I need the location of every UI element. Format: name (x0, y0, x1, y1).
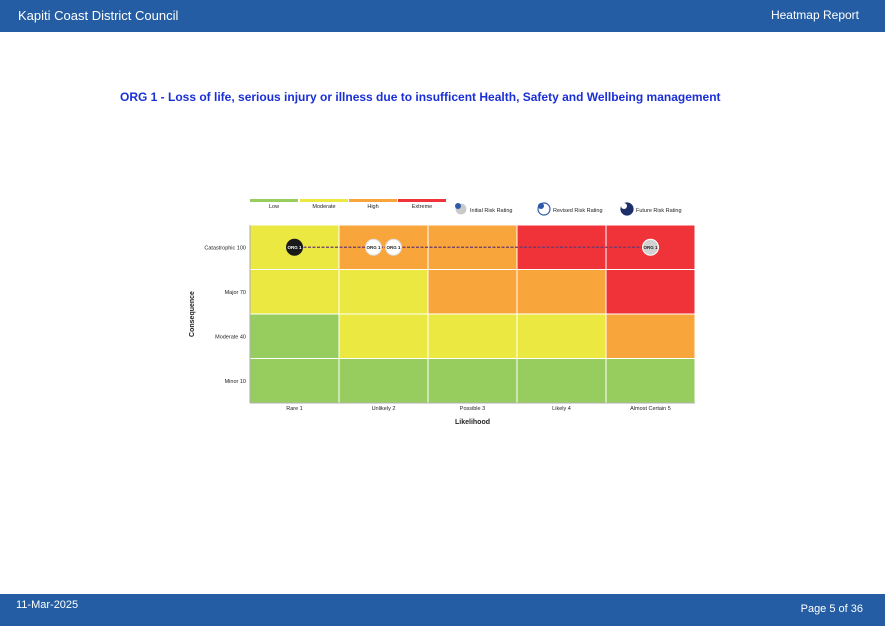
legend-marker-label: Initial Risk Rating (470, 208, 513, 214)
y-tick-label: Minor 10 (225, 379, 246, 385)
x-tick-label: Almost Certain 5 (630, 406, 671, 412)
risk-marker-revised (365, 238, 382, 256)
heatmap-cell (516, 313, 607, 359)
y-tick-label: Major 70 (225, 290, 246, 296)
check-badge-icon (621, 203, 627, 209)
heatmap-cell (516, 358, 607, 404)
heatmap-cell (516, 269, 607, 315)
legend-level-label: Moderate (312, 204, 335, 210)
organization-name: Kapiti Coast District Council (18, 8, 179, 23)
check-badge-icon (455, 203, 461, 209)
legend-level-label: Low (269, 204, 279, 210)
legend-marker-label: Revised Risk Rating (553, 208, 603, 214)
y-tick-label: Catastrophic 100 (204, 245, 246, 251)
heatmap-cell (338, 224, 429, 270)
heatmap-cell (605, 269, 696, 315)
risk-title: ORG 1 - Loss of life, serious injury or … (120, 90, 721, 104)
risk-marker-future (286, 238, 303, 256)
heatmap-cell (605, 358, 696, 404)
page-header: Kapiti Coast District Council Heatmap Re… (0, 0, 885, 32)
heatmap-cell (338, 313, 429, 359)
legend-level-label: High (367, 204, 378, 210)
x-tick-label: Possible 3 (460, 406, 485, 412)
y-axis-title: Consequence (189, 291, 196, 337)
risk-marker-label: ORG 1 (386, 245, 401, 250)
heatmap-cell (427, 358, 518, 404)
heatmap-cell (605, 313, 696, 359)
risk-marker-label: ORG 1 (643, 245, 658, 250)
heatmap-cell (427, 313, 518, 359)
legend-bar-moderate (300, 199, 348, 202)
heatmap-cell (427, 269, 518, 315)
y-tick-label: Moderate 40 (215, 334, 246, 340)
legend-level-label: Extreme (412, 204, 432, 210)
legend-bar-high (349, 199, 397, 202)
legend-bar-extreme (398, 199, 446, 202)
page-number: Page 5 of 36 (800, 603, 863, 615)
risk-marker-label: ORG 1 (287, 245, 302, 250)
legend-marker-label: Future Risk Rating (636, 208, 682, 214)
page-footer: 11-Mar-2025 Page 5 of 36 (0, 594, 885, 626)
report-date: 11-Mar-2025 (16, 599, 79, 611)
legend-bar-low (250, 199, 298, 202)
heatmap-cell (338, 269, 429, 315)
heatmap-cell (249, 313, 340, 359)
risk-marker-revised (385, 238, 402, 256)
x-tick-label: Likely 4 (552, 406, 571, 412)
check-badge-icon (538, 203, 544, 209)
heatmap-cell (249, 269, 340, 315)
heatmap-cell (338, 358, 429, 404)
risk-marker-initial (642, 238, 659, 256)
x-axis-title: Likelihood (455, 419, 490, 426)
x-tick-label: Rare 1 (286, 406, 303, 412)
x-tick-label: Unlikely 2 (372, 406, 396, 412)
heatmap-cell (249, 358, 340, 404)
risk-marker-label: ORG 1 (366, 245, 381, 250)
report-title: Heatmap Report (770, 8, 859, 22)
